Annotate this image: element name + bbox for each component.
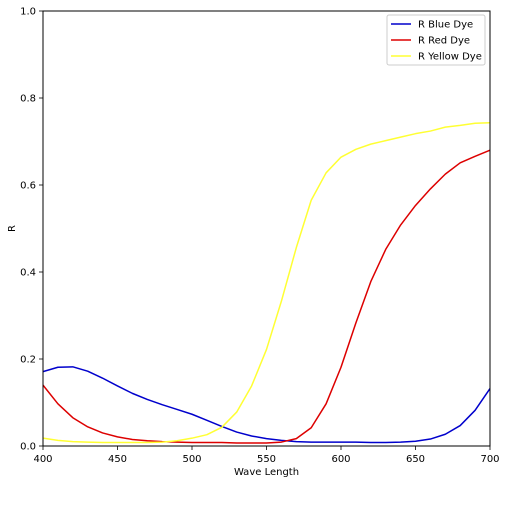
x-tick-label: 400 [33, 454, 52, 465]
legend-box [386, 14, 486, 66]
y-axis-label: R [7, 225, 18, 232]
y-axis: 0.0 0.2 0.4 0.6 0.8 1.0 [20, 7, 43, 453]
legend: R Blue Dye R Red Dye R Yellow Dye [386, 14, 486, 66]
x-tick-label: 650 [406, 454, 425, 465]
y-tick-label: 0.8 [20, 94, 36, 105]
y-tick-label: 0.6 [20, 181, 36, 192]
x-tick-label: 700 [480, 454, 499, 465]
series-line-r-red-dye [42, 149, 491, 444]
x-tick-label: 500 [182, 454, 201, 465]
legend-label: R Red Dye [418, 36, 470, 47]
y-tick-label: 0.2 [20, 355, 36, 366]
legend-label: R Yellow Dye [418, 52, 482, 63]
x-tick-label: 450 [108, 454, 127, 465]
y-tick-label: 1.0 [20, 7, 36, 18]
x-tick-label: 550 [257, 454, 276, 465]
series-line-r-yellow-dye [42, 122, 491, 444]
y-tick-label: 0.0 [20, 442, 36, 453]
series-layer [42, 122, 491, 444]
y-tick-label: 0.4 [20, 268, 36, 279]
legend-label: R Blue Dye [418, 20, 473, 31]
x-axis-label: Wave Length [234, 467, 299, 478]
series-line-r-blue-dye [42, 366, 491, 444]
x-axis: 400 450 500 550 600 650 700 [33, 446, 500, 465]
x-tick-label: 600 [331, 454, 350, 465]
